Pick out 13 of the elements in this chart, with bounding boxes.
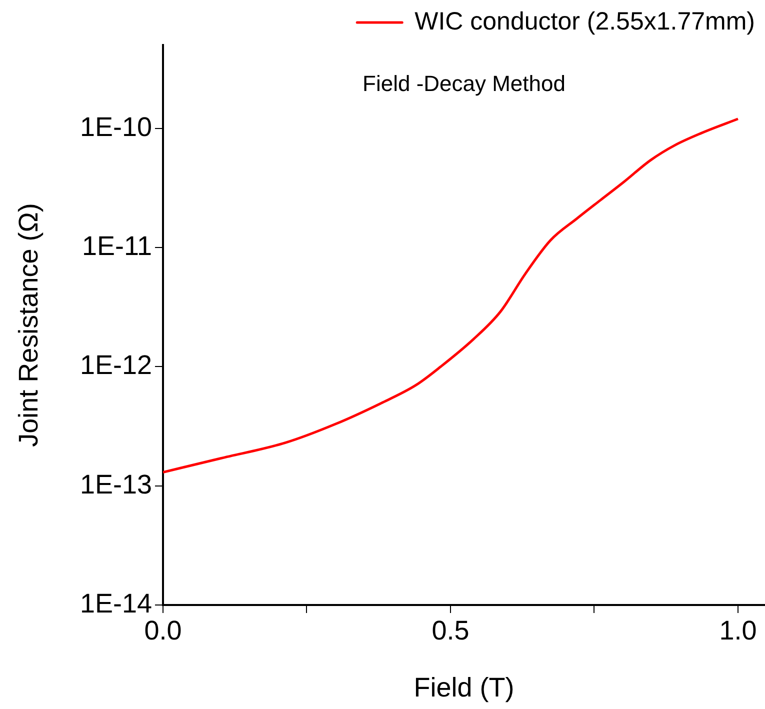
y-tick-label: 1E-13 [80,469,152,500]
line-series [163,118,740,474]
y-tick-label: 1E-10 [80,112,152,142]
legend-label: WIC conductor (2.55x1.77mm) [414,7,756,36]
y-axis-title: Joint Resistance (Ω) [14,203,44,447]
y-tick-label: 1E-12 [80,350,152,380]
annotation: Field -Decay Method [362,71,566,96]
x-tick-label: 1.0 [719,616,757,646]
x-tick-label: 0.5 [432,616,470,646]
y-tick-label: 1E-11 [82,230,152,261]
x-tick-label: 0.0 [144,616,182,646]
x-axis-title: Field (T) [414,672,514,702]
y-tick-label: 1E-14 [80,588,152,618]
